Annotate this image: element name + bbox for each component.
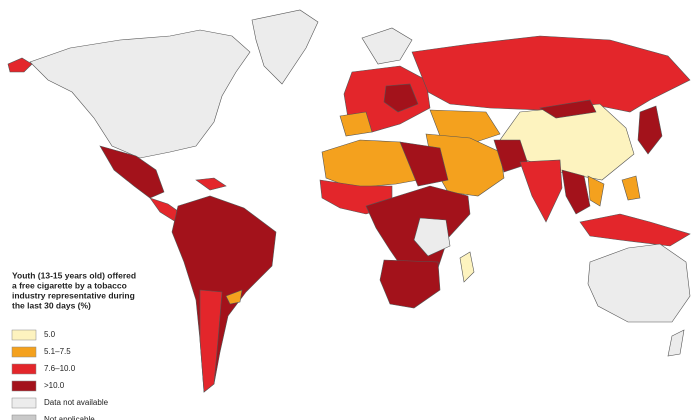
scandinavia <box>361 27 413 65</box>
new-zealand <box>667 329 685 357</box>
north-america <box>29 29 251 159</box>
legend-title: Youth (13-15 years old) offered <box>12 270 136 280</box>
alaska <box>7 57 33 73</box>
mongolia <box>539 99 597 119</box>
legend-swatch <box>11 414 37 420</box>
japan <box>637 105 663 155</box>
legend-label: Not applicable <box>44 415 95 420</box>
russia <box>411 35 691 113</box>
indonesia <box>579 213 691 247</box>
philippines <box>621 175 641 201</box>
australia <box>587 243 691 323</box>
madagascar <box>459 251 475 283</box>
egypt-sudan <box>399 141 449 187</box>
legend-swatch <box>11 363 37 375</box>
legend-title: industry representative during <box>12 290 135 300</box>
southeast-asia <box>561 169 591 215</box>
southern-africa <box>379 259 441 309</box>
mexico <box>99 145 165 199</box>
legend-title: a free cigarette by a tobacco <box>12 280 127 290</box>
legend-title: the last 30 days (%) <box>12 300 91 310</box>
india <box>519 159 563 223</box>
indochina <box>587 175 605 207</box>
caribbean <box>195 177 227 191</box>
central-asia <box>429 109 501 143</box>
south-america <box>171 195 277 393</box>
chile-argentina <box>199 289 223 393</box>
legend-swatch <box>11 397 37 409</box>
east-africa <box>413 217 451 257</box>
legend-swatch <box>11 380 37 392</box>
legend-label: 5.0 <box>44 330 56 339</box>
uruguay <box>225 289 243 305</box>
legend-label: Data not available <box>44 398 109 407</box>
legend-swatch <box>11 329 37 341</box>
legend-swatch <box>11 346 37 358</box>
legend-label: >10.0 <box>44 381 65 390</box>
greenland <box>251 9 319 85</box>
eastern-europe <box>383 83 419 113</box>
legend-label: 7.6–10.0 <box>44 364 76 373</box>
legend-label: 5.1–7.5 <box>44 347 71 356</box>
iberia <box>339 111 373 137</box>
